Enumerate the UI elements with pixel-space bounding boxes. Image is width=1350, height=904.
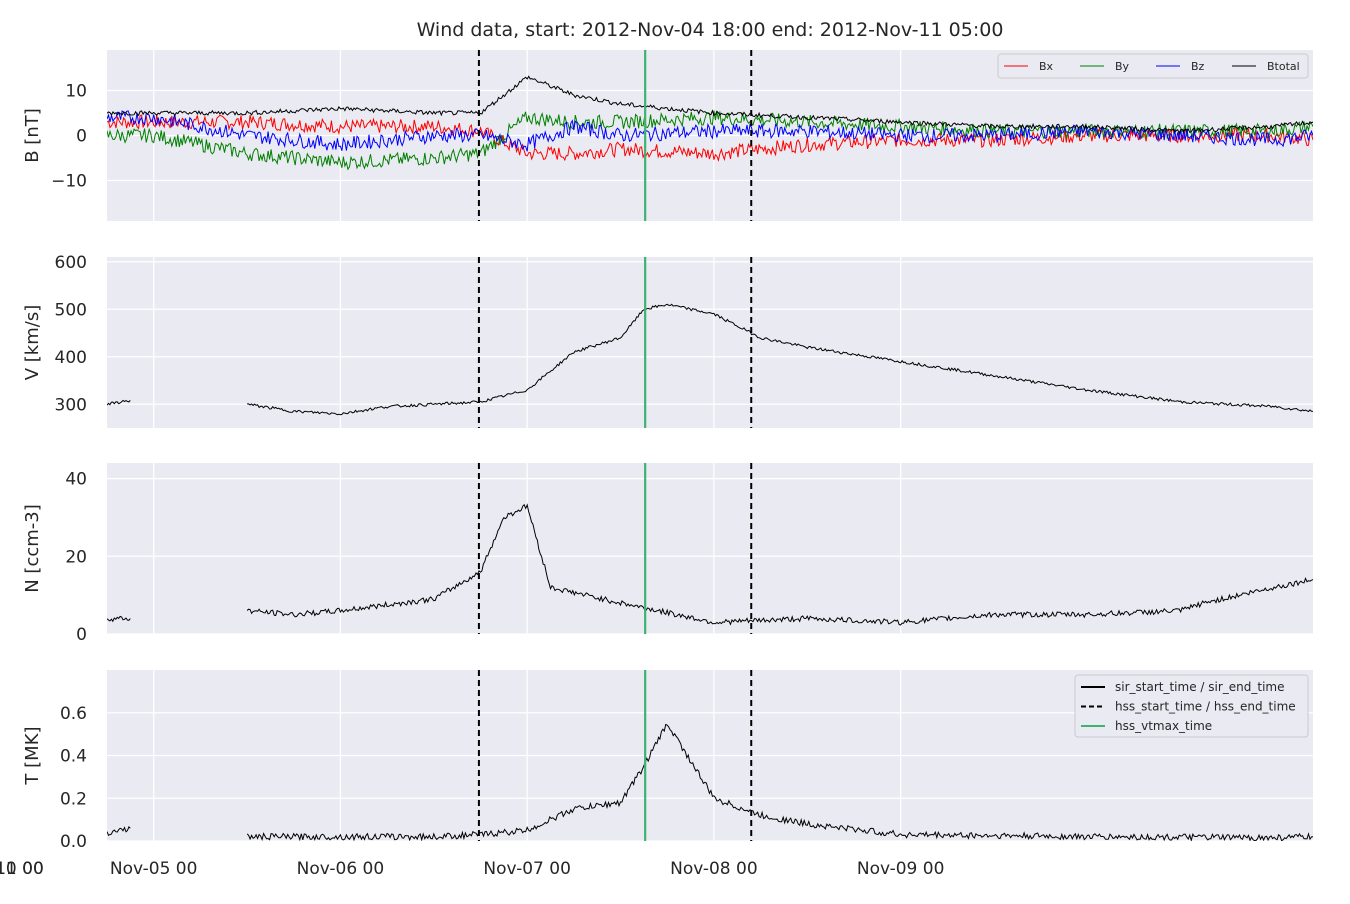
y-tick-label: 0.6 <box>60 704 87 724</box>
y-tick-label: −10 <box>51 172 87 192</box>
legend-label-btotal: Btotal <box>1267 60 1300 73</box>
legend-hss-line-label: hss_start_time / hss_end_time <box>1115 700 1296 714</box>
y-axis-label: T [MK] <box>22 726 43 785</box>
figure-title: Wind data, start: 2012-Nov-04 18:00 end:… <box>417 19 1004 41</box>
plot-background <box>107 257 1313 428</box>
series-line-btotal <box>107 75 1313 135</box>
legend-label-by: By <box>1115 60 1130 73</box>
data-layer <box>107 303 1313 416</box>
y-tick-label: 400 <box>55 348 87 368</box>
series-line-value <box>247 303 1313 416</box>
series-line-value <box>107 399 131 406</box>
series-line-value <box>246 723 1313 841</box>
x-tick-label: Nov-06 00 <box>297 859 385 879</box>
legend-vtmax-line-label: hss_vtmax_time <box>1115 719 1212 733</box>
y-tick-label: 600 <box>55 253 87 273</box>
legend-label-bz: Bz <box>1191 60 1205 73</box>
legend-sir-line-label: sir_start_time / sir_end_time <box>1115 680 1285 694</box>
x-tick-label: Nov-08 00 <box>670 859 758 879</box>
y-tick-label: 0 <box>76 625 87 645</box>
series-line-value <box>107 615 131 623</box>
y-axis-label: N [ccm-3] <box>22 504 43 593</box>
series-line-bz <box>107 110 1313 152</box>
x-tick-label: Nov-09 00 <box>857 859 945 879</box>
y-tick-label: 40 <box>65 470 87 490</box>
y-tick-label: 0 <box>76 127 87 147</box>
y-tick-label: 500 <box>55 300 87 320</box>
legend-box <box>1074 674 1309 738</box>
x-tick-label: Nov-11 00 <box>0 859 44 879</box>
data-layer <box>107 503 1313 626</box>
panel-2: 0 20 40 N [ccm-3] <box>0 463 1313 645</box>
y-tick-label: 10 <box>65 82 87 102</box>
legend-events: sir_start_time / sir_end_time hss_start_t… <box>1074 674 1309 738</box>
y-tick-label: 300 <box>55 395 87 415</box>
series-line-value <box>107 826 131 836</box>
legend-label-bx: Bx <box>1039 60 1054 73</box>
y-axis-label: B [nT] <box>22 108 43 163</box>
data-layer <box>107 75 1313 171</box>
y-tick-label: 0.0 <box>60 832 87 852</box>
x-tick-label: Nov-07 00 <box>483 859 571 879</box>
legend-box <box>997 53 1309 79</box>
data-layer <box>107 723 1313 841</box>
legend-b-field: Bx By Bz Btotal <box>997 53 1309 79</box>
plot-background <box>107 463 1313 634</box>
y-tick-label: 0.2 <box>60 789 87 809</box>
x-tick-label: Nov-05 00 <box>110 859 198 879</box>
y-tick-label: 0.4 <box>60 747 87 767</box>
x-tick-label: Nov-10 00 <box>0 859 44 879</box>
series-line-value <box>246 503 1313 626</box>
y-axis-label: V [km/s] <box>22 305 43 380</box>
panel-1: 300 400 500 600 V [km/s] <box>0 253 1313 428</box>
y-tick-label: 20 <box>65 547 87 567</box>
